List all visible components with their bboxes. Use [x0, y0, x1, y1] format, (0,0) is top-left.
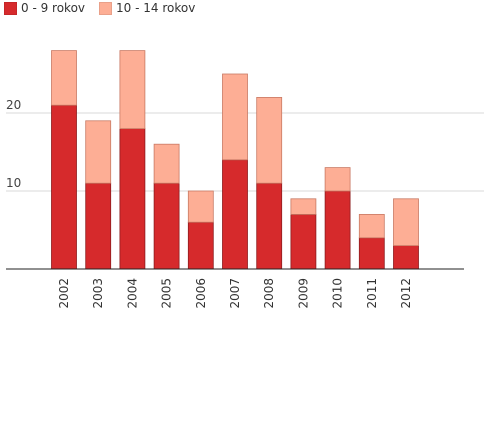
bar-2011-series-2[interactable]	[358, 213, 385, 239]
bar-2004-series-1[interactable]	[119, 128, 146, 270]
bar-2003-series-1[interactable]	[85, 182, 112, 270]
bar-2009-series-2[interactable]	[290, 198, 317, 215]
x-tick-label-2004: 2004	[125, 278, 139, 309]
bar-2002-series-1[interactable]	[51, 104, 77, 270]
bar-2011-series-1[interactable]	[358, 237, 385, 270]
bar-2005-series-1[interactable]	[153, 182, 180, 270]
x-tick-label-2010: 2010	[331, 278, 345, 309]
bar-2008-series-1[interactable]	[256, 182, 283, 270]
bar-2012-series-1[interactable]	[393, 245, 419, 270]
legend-swatch-series-2	[99, 1, 113, 15]
bar-2009-series-1[interactable]	[290, 213, 317, 270]
legend-item-series-1[interactable]: 0 - 9 rokov	[4, 1, 85, 15]
x-tick-label-2009: 2009	[296, 278, 310, 309]
chart-legend: 0 - 9 rokov 10 - 14 rokov	[4, 1, 209, 15]
x-tick-label-2006: 2006	[194, 278, 208, 309]
legend-label-series-1: 0 - 9 rokov	[21, 1, 86, 15]
legend-item-series-2[interactable]: 10 - 14 rokov	[99, 1, 195, 15]
bar-2006-series-2[interactable]	[187, 190, 214, 223]
bar-2008-series-2[interactable]	[256, 97, 283, 184]
bar-2007-series-2[interactable]	[222, 73, 248, 161]
bar-2002-series-2[interactable]	[51, 50, 77, 106]
x-tick-label-2007: 2007	[228, 278, 242, 309]
legend-label-series-2: 10 - 14 rokov	[116, 1, 196, 15]
bar-2005-series-2[interactable]	[153, 143, 180, 184]
x-tick-label-2012: 2012	[399, 278, 413, 309]
x-tick-label-2008: 2008	[262, 278, 276, 309]
bar-2007-series-1[interactable]	[222, 159, 248, 270]
bar-2003-series-2[interactable]	[85, 120, 112, 184]
y-tick-label-20: 20	[6, 98, 21, 112]
x-tick-label-2002: 2002	[57, 278, 71, 309]
x-tick-label-2003: 2003	[91, 278, 105, 309]
bar-2004-series-2[interactable]	[119, 50, 146, 129]
x-tick-label-2005: 2005	[160, 278, 174, 309]
legend-swatch-series-1	[4, 1, 17, 15]
y-tick-label-10: 10	[6, 176, 21, 190]
bar-2006-series-1[interactable]	[187, 221, 214, 270]
bar-2010-series-2[interactable]	[324, 167, 351, 192]
bar-2010-series-1[interactable]	[324, 190, 351, 270]
x-tick-label-2011: 2011	[365, 278, 379, 309]
bar-2012-series-2[interactable]	[393, 198, 419, 247]
